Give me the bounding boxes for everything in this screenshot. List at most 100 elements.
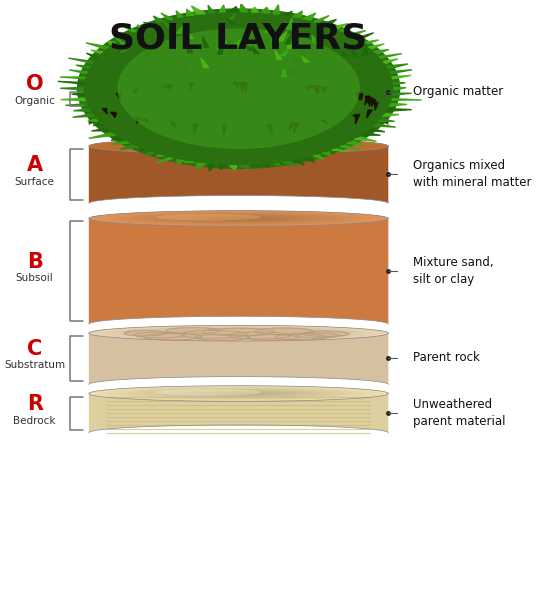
Polygon shape [155,141,323,151]
Polygon shape [354,137,377,141]
Polygon shape [315,86,318,94]
Polygon shape [161,13,173,20]
Polygon shape [191,144,287,149]
Polygon shape [125,387,352,400]
Polygon shape [191,216,287,221]
Polygon shape [108,42,115,45]
Polygon shape [390,103,407,106]
Polygon shape [355,93,360,100]
Polygon shape [113,212,364,225]
Polygon shape [197,331,280,335]
Polygon shape [107,97,370,111]
Polygon shape [173,330,304,337]
Polygon shape [178,330,299,337]
Polygon shape [89,133,116,138]
Polygon shape [71,92,84,95]
Polygon shape [197,144,280,148]
Polygon shape [89,211,388,226]
Polygon shape [89,386,388,401]
Polygon shape [197,216,280,221]
Polygon shape [185,330,293,336]
Polygon shape [374,102,378,110]
Polygon shape [156,329,261,335]
Polygon shape [131,98,346,110]
Text: Mixture sand,
silt or clay: Mixture sand, silt or clay [413,256,494,286]
Polygon shape [203,144,274,148]
Polygon shape [386,64,408,69]
Polygon shape [317,86,321,94]
Polygon shape [107,212,370,225]
Polygon shape [119,327,359,340]
Polygon shape [217,43,223,54]
Polygon shape [245,46,254,51]
Polygon shape [156,389,261,395]
Polygon shape [107,139,370,153]
Polygon shape [233,333,244,334]
Polygon shape [331,24,348,29]
Polygon shape [89,96,388,111]
Polygon shape [185,215,293,222]
Polygon shape [308,86,313,90]
Polygon shape [364,97,370,105]
Polygon shape [118,40,128,45]
Polygon shape [226,45,236,54]
Polygon shape [379,119,394,121]
Text: Organic: Organic [14,95,55,106]
Polygon shape [65,103,87,106]
Polygon shape [95,326,382,341]
Polygon shape [178,390,299,397]
Polygon shape [113,327,364,340]
Polygon shape [219,5,226,12]
Polygon shape [250,32,258,39]
Polygon shape [170,122,175,127]
Polygon shape [122,25,137,32]
Polygon shape [228,332,291,339]
Polygon shape [181,65,185,74]
Polygon shape [143,49,153,56]
Polygon shape [167,329,310,337]
Polygon shape [156,100,261,106]
Polygon shape [214,103,263,105]
Polygon shape [203,217,274,220]
Text: Unweathered
parent material: Unweathered parent material [413,398,506,428]
Polygon shape [392,99,422,100]
Text: Parent rock: Parent rock [413,351,480,364]
Polygon shape [155,389,323,398]
Polygon shape [233,83,238,88]
Polygon shape [89,96,388,125]
Polygon shape [191,391,287,396]
Polygon shape [148,99,329,108]
Polygon shape [176,26,182,33]
Polygon shape [293,11,302,18]
Polygon shape [209,217,269,220]
Text: Subsoil: Subsoil [16,273,54,283]
Polygon shape [203,392,274,395]
Polygon shape [155,214,323,223]
Text: Substratum: Substratum [4,360,65,370]
Polygon shape [316,30,324,41]
Polygon shape [143,334,201,340]
Polygon shape [137,99,340,109]
Polygon shape [266,25,271,32]
Polygon shape [137,388,340,399]
Polygon shape [166,327,220,334]
Polygon shape [209,165,215,171]
Polygon shape [173,390,304,397]
Polygon shape [251,165,259,167]
Polygon shape [286,69,296,75]
Polygon shape [239,166,249,169]
Polygon shape [361,133,381,135]
Polygon shape [167,142,310,150]
Text: O: O [26,75,43,94]
Polygon shape [221,392,257,395]
Polygon shape [92,129,109,131]
Polygon shape [203,102,274,106]
Polygon shape [347,141,363,145]
Polygon shape [227,146,250,147]
Polygon shape [368,129,385,132]
Polygon shape [114,35,122,40]
Polygon shape [167,215,310,222]
Polygon shape [136,118,140,124]
Polygon shape [73,109,91,111]
Polygon shape [131,388,346,399]
